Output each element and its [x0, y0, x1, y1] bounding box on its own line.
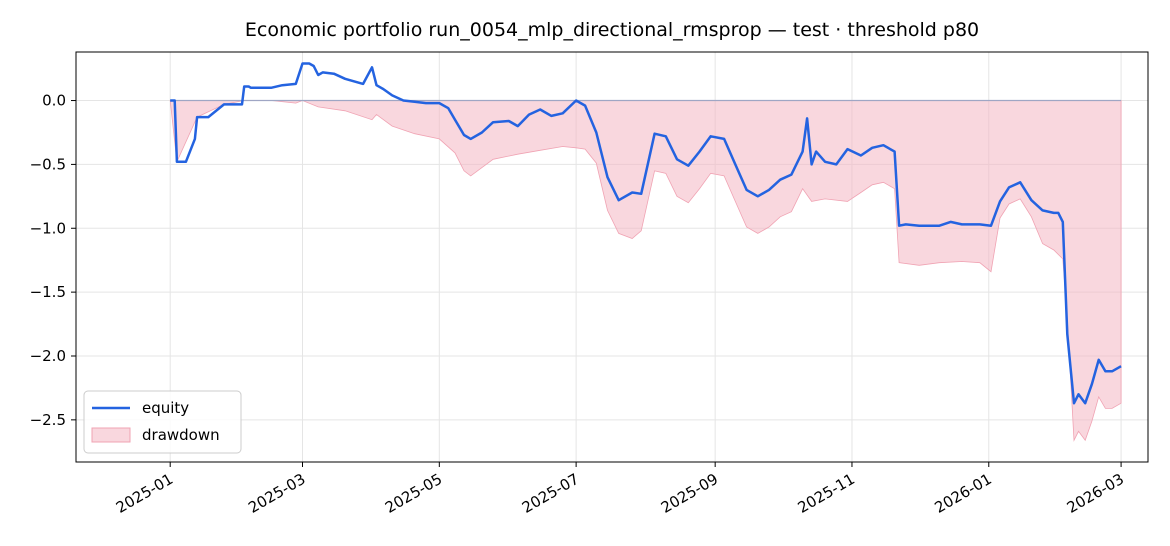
equity-line [170, 62, 1122, 405]
legend-drawdown-swatch [91, 427, 131, 443]
y-tick-label: 0.0 [42, 92, 66, 110]
equity-line-group [170, 62, 1122, 405]
plot-frame [75, 51, 1149, 463]
y-tick-label: −2.0 [30, 347, 66, 365]
y-tick-label: −0.5 [30, 155, 66, 173]
y-tick-label: −1.5 [30, 283, 66, 301]
legend-drawdown-label: drawdown [142, 426, 220, 444]
y-axis: 0.0 −0.5 −1.0 −1.5 −2.0 −2.5 [30, 92, 76, 429]
chart-title: Economic portfolio run_0054_mlp_directio… [245, 19, 979, 41]
y-tick-label: −1.0 [30, 219, 66, 237]
legend-equity-label: equity [142, 399, 189, 417]
y-tick-label: −2.5 [30, 411, 66, 429]
legend: equity drawdown [83, 390, 242, 454]
